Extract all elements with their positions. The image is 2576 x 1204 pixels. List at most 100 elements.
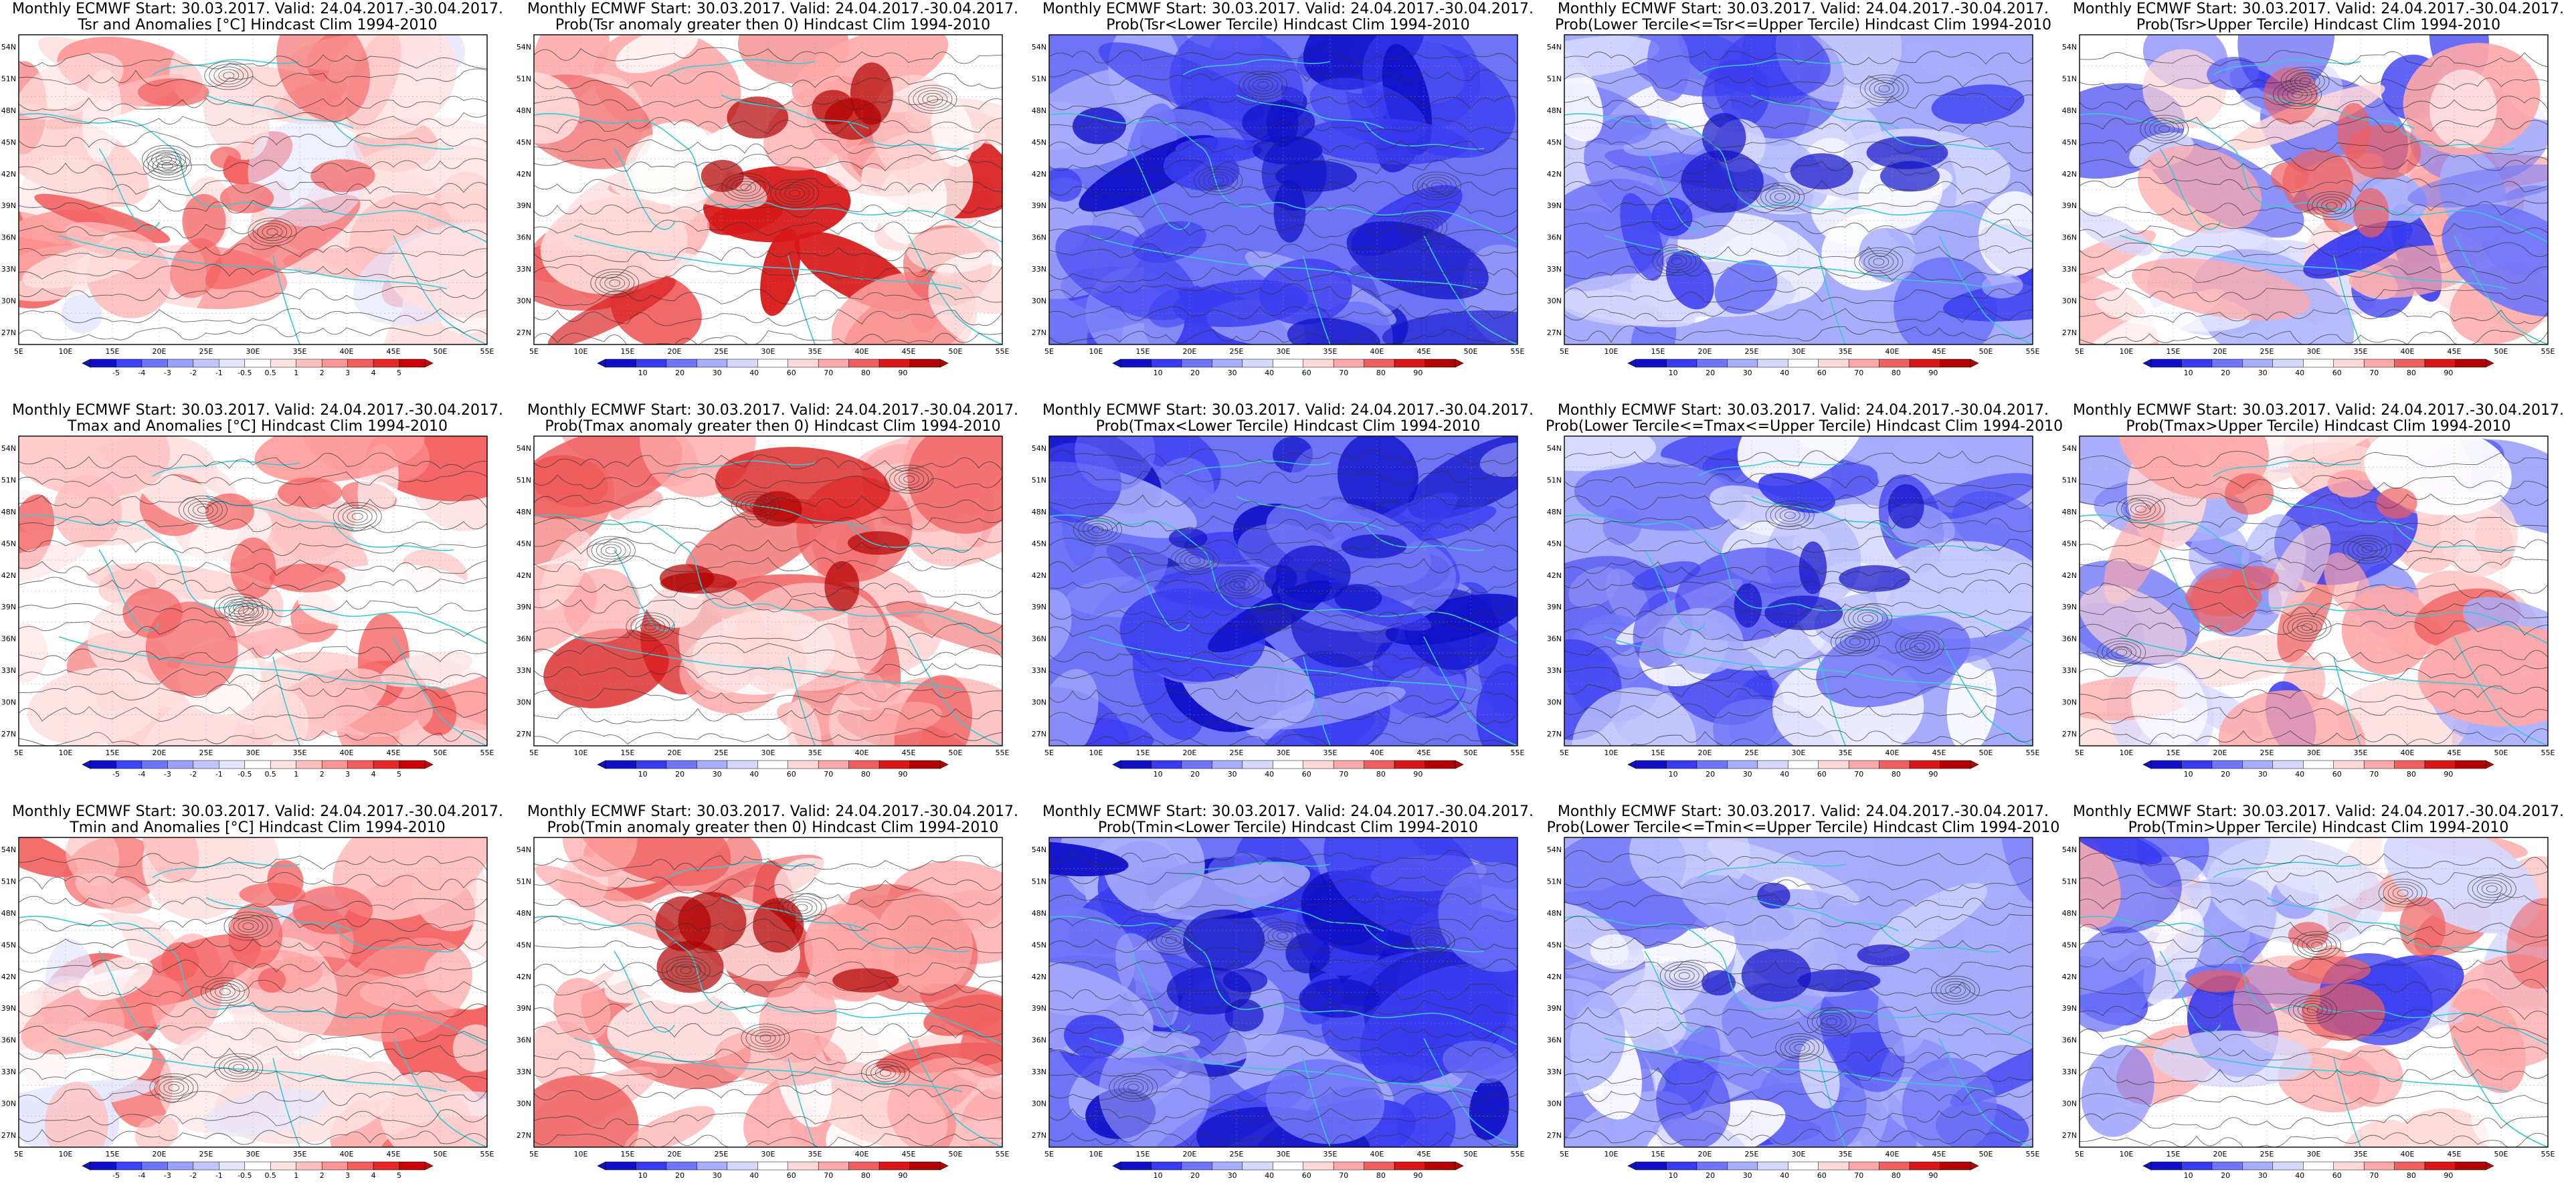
- colorbar-segment: [1212, 359, 1243, 368]
- longitude-label: 25E: [715, 347, 729, 356]
- forecast-map-panel: Monthly ECMWF Start: 30.03.2017. Valid: …: [1030, 0, 1546, 401]
- latitude-label: 33N: [2062, 1068, 2077, 1076]
- forecast-map: 54N 51N 48N 45N 42N 39N 36N 33N 30N 27N 5E 10E 15E 20…: [517, 837, 1010, 1180]
- colorbar-tick-label: 90: [2444, 369, 2453, 377]
- colorbar-tick-label: 20: [1706, 1171, 1715, 1180]
- colorbar-segment: [1424, 1161, 1456, 1171]
- colorbar-segment: [697, 1161, 728, 1171]
- colorbar-segment: [2363, 760, 2395, 769]
- latitude-label: 45N: [517, 138, 531, 146]
- colorbar-segment: [219, 1161, 246, 1171]
- latitude-label: 51N: [1, 877, 16, 886]
- colorbar-segment: [321, 1161, 348, 1171]
- panel-title: Monthly ECMWF Start: 30.03.2017. Valid: …: [1030, 804, 1546, 836]
- climatology-contours: [534, 855, 1002, 1147]
- longitude-label: 5E: [529, 1150, 539, 1159]
- longitude-label: 25E: [199, 347, 213, 356]
- colorbar-tick-label: 10: [1154, 369, 1163, 377]
- latitude-label: 48N: [517, 106, 531, 115]
- longitude-label: 30E: [1792, 1150, 1806, 1159]
- colorbar-tick-label: 20: [1190, 770, 1200, 779]
- colorbar-tick-label: 70: [1339, 770, 1348, 779]
- colorbar-tick-label: 40: [749, 1171, 759, 1180]
- forecast-map-panel: Monthly ECMWF Start: 30.03.2017. Valid: …: [0, 0, 515, 401]
- longitude-label: 45E: [2448, 1150, 2462, 1159]
- colorbar-segment: [399, 760, 426, 769]
- colorbar-segment: [2394, 1161, 2425, 1171]
- colorbar-tick-label: 60: [787, 369, 796, 377]
- latitude-label: 48N: [2062, 508, 2077, 516]
- colorbar: 10 20 30 40 60 70 80 90: [1627, 359, 1979, 377]
- latitude-label: 30N: [1032, 1100, 1046, 1108]
- colorbar-segment: [1848, 1161, 1879, 1171]
- colorbar-tick-label: 80: [1892, 1171, 1901, 1180]
- latitude-label: 39N: [1, 201, 16, 210]
- latitude-label: 27N: [517, 730, 531, 738]
- colorbar-segment: [2211, 1161, 2243, 1171]
- longitude-label: 40E: [1885, 347, 1900, 356]
- colorbar-segment: [116, 359, 143, 368]
- longitude-label: 20E: [1183, 1150, 1197, 1159]
- colorbar-segment: [2272, 359, 2304, 368]
- latitude-label: 51N: [517, 877, 531, 886]
- latitude-label: 27N: [2062, 328, 2077, 337]
- colorbar-segment: [296, 760, 323, 769]
- colorbar-segment: [1696, 359, 1728, 368]
- colorbar-tick-label: 90: [2444, 1171, 2453, 1180]
- panel-title: Monthly ECMWF Start: 30.03.2017. Valid: …: [515, 1, 1030, 33]
- colorbar-segment: [2394, 760, 2425, 769]
- latitude-label: 33N: [1547, 265, 1562, 274]
- latitude-label: 39N: [2062, 201, 2077, 210]
- longitude-label: 15E: [2167, 1150, 2181, 1159]
- longitude-label: 35E: [808, 1150, 822, 1159]
- longitude-label: 10E: [59, 347, 73, 356]
- colorbar-tick-label: -4: [138, 369, 145, 377]
- longitude-label: 45E: [2448, 347, 2462, 356]
- latitude-label: 36N: [2062, 233, 2077, 242]
- colorbar-segment: [1818, 359, 1849, 368]
- colorbar-segment: [270, 1161, 296, 1171]
- colorbar-segment: [1364, 760, 1395, 769]
- forecast-map-panel: Monthly ECMWF Start: 30.03.2017. Valid: …: [2061, 0, 2576, 401]
- panel-title: Monthly ECMWF Start: 30.03.2017. Valid: …: [1546, 804, 2061, 836]
- longitude-label: 30E: [761, 347, 775, 356]
- latitude-label: 33N: [1032, 1068, 1046, 1076]
- longitude-label: 15E: [106, 1150, 120, 1159]
- longitude-label: 45E: [902, 347, 916, 356]
- latitude-label: 51N: [2062, 877, 2077, 886]
- latitude-label: 33N: [1, 666, 16, 675]
- forecast-map-panel: Monthly ECMWF Start: 30.03.2017. Valid: …: [1030, 803, 1546, 1204]
- colorbar-tick-label: 90: [898, 369, 907, 377]
- colorbar-tick-label: 60: [1817, 1171, 1827, 1180]
- latitude-label: 33N: [1032, 265, 1046, 274]
- colorbar-segment: [879, 359, 910, 368]
- latitude-label: 45N: [517, 940, 531, 949]
- colorbar-tick-label: 70: [2369, 770, 2379, 779]
- colorbar-segment: [2424, 359, 2456, 368]
- colorbar-segment: [1879, 359, 1910, 368]
- longitude-label: 5E: [2075, 1150, 2084, 1159]
- longitude-label: 40E: [855, 347, 869, 356]
- colorbar-segment: [1757, 760, 1788, 769]
- map-field: [534, 436, 1002, 746]
- colorbar-tick-label: 30: [713, 369, 722, 377]
- panel-title: Monthly ECMWF Start: 30.03.2017. Valid: …: [0, 804, 515, 836]
- colorbar-segment: [2303, 760, 2334, 769]
- colorbar-segment: [666, 760, 697, 769]
- colorbar-segment: [1181, 359, 1212, 368]
- colorbar-tick-label: 90: [1928, 1171, 1938, 1180]
- longitude-label: 55E: [1511, 347, 1525, 356]
- longitude-label: 10E: [1604, 748, 1619, 757]
- colorbar-tick-label: 80: [1376, 770, 1386, 779]
- colorbar-segment: [1727, 760, 1758, 769]
- colorbar-segment: [788, 1161, 819, 1171]
- latitude-label: 36N: [1547, 233, 1562, 242]
- map-field: [534, 35, 1002, 344]
- climatology-contours: [1049, 849, 1517, 1147]
- colorbar-tick-label: 80: [1892, 369, 1901, 377]
- longitude-label: 50E: [434, 1150, 448, 1159]
- colorbar-tick-label: 20: [1706, 369, 1715, 377]
- colorbar-segment: [2272, 1161, 2304, 1171]
- latitude-label: 33N: [1, 1068, 16, 1076]
- colorbar-tick-label: 20: [675, 1171, 684, 1180]
